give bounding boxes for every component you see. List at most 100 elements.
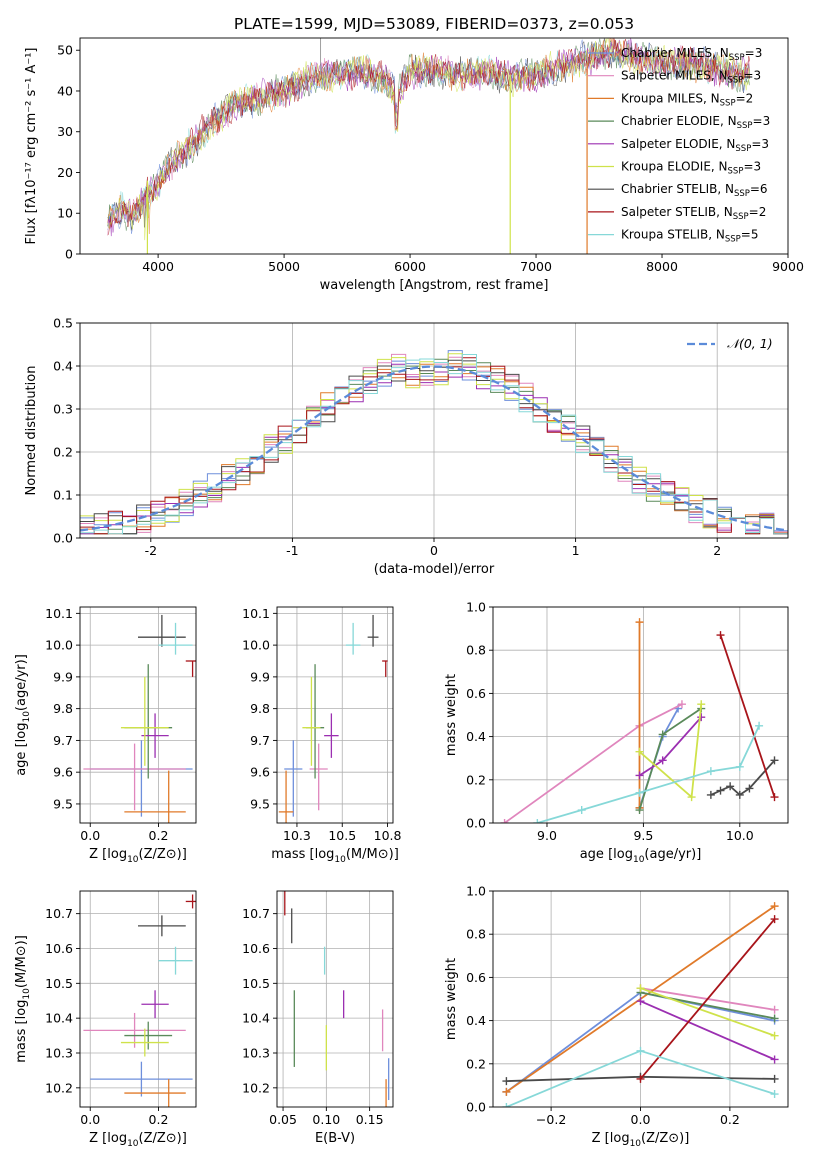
errorbar-kroupa-elodie	[120, 676, 169, 766]
axes-frame: 9.0 9.5 10.0 0.0 0.2 0.4 0.6 0.8 1.0 age [log10(a…	[444, 600, 789, 865]
series-salpeter-elodie	[636, 997, 779, 1064]
y-tick-label: 0.4	[53, 359, 73, 374]
errorbar-kroupa-miles	[278, 770, 294, 823]
point-marker	[636, 1046, 645, 1055]
legend: 𝒩(0, 1)	[687, 336, 773, 351]
x-tick-label: 7000	[520, 259, 552, 274]
legend-label-salpeter-miles: Salpeter MILES, NSSP=3	[621, 69, 761, 86]
point-marker	[697, 713, 706, 722]
point-marker	[635, 806, 644, 815]
axes-border	[79, 890, 197, 1108]
x-tick-label: 9000	[772, 259, 804, 274]
errorbar-kroupa-stelib	[345, 622, 361, 655]
errorbar-kroupa-miles	[124, 770, 186, 823]
series-kroupa-miles	[635, 618, 644, 812]
y-tick-label: 0.2	[53, 445, 73, 460]
point-marker	[706, 790, 715, 799]
errorbar-salpeter-stelib	[382, 660, 388, 677]
y-tick-label: 20	[57, 165, 73, 180]
errorbar-kroupa-elodie	[302, 676, 321, 766]
y-axis-label: age [log10(age/yr)]	[14, 654, 32, 776]
point-marker	[770, 1074, 779, 1083]
point-marker	[770, 1014, 779, 1023]
errorbar-kroupa-miles	[124, 1079, 186, 1107]
errorbar-chabrier-elodie	[124, 664, 173, 779]
x-tick-label: 4000	[142, 259, 174, 274]
legend-label-kroupa-elodie: Kroupa ELODIE, NSSP=3	[621, 160, 761, 177]
axes-frame: 0.0 0.2 10.2 10.3 10.4 10.5 10.6 10.7 Z [log10(Z…	[14, 890, 197, 1149]
spectrum-line-salpeter-miles	[107, 41, 750, 236]
series-kroupa-stelib	[502, 1046, 779, 1107]
clip-group	[80, 350, 788, 538]
point-marker	[687, 793, 696, 802]
series-line	[639, 716, 702, 777]
legend-label-normal: 𝒩(0, 1)	[727, 336, 773, 351]
x-axis-label: (data-model)/error	[374, 562, 495, 577]
series-kroupa-elodie	[635, 700, 706, 802]
y-axis-label: mass weight	[444, 674, 459, 756]
y-tick-label: 0.5	[53, 316, 73, 331]
point-marker	[735, 790, 744, 799]
point-marker	[577, 806, 586, 815]
normal-reference-curve	[80, 365, 788, 532]
series-line	[640, 987, 775, 1037]
y-tick-label: 10.7	[242, 906, 270, 921]
y-tick-label: 40	[57, 83, 73, 98]
y-tick-label: 10	[57, 206, 73, 221]
x-tick-label: 0.0	[80, 828, 100, 843]
point-marker	[635, 618, 644, 627]
clip-group	[500, 618, 779, 823]
y-tick-label: 1.0	[466, 884, 486, 899]
errorbar-chabrier-stelib	[367, 614, 379, 647]
errorbar-chabrier-stelib	[138, 614, 186, 647]
y-tick-label: 10.0	[45, 638, 73, 653]
y-tick-label: 1.0	[466, 600, 486, 615]
legend-label-kroupa-stelib: Kroupa STELIB, NSSP=5	[621, 228, 759, 245]
series-chabrier-stelib	[706, 756, 779, 799]
y-tick-label: 10.7	[45, 906, 73, 921]
y-tick-label: 10.0	[242, 638, 270, 653]
point-marker	[636, 997, 645, 1006]
point-marker	[635, 771, 644, 780]
x-tick-label: 0.2	[149, 1112, 169, 1127]
y-axis-label: Flux [fλ10⁻¹⁷ erg cm⁻² s⁻¹ A⁻¹]	[24, 48, 39, 245]
panel-residuals: -2 -1 0 1 2 0.0 0.1 0.2 0.3 0.4 0.5 (data-model)/er…	[24, 316, 789, 577]
axes-border	[276, 890, 394, 1108]
legend-label-kroupa-miles: Kroupa MILES, NSSP=2	[621, 91, 753, 108]
y-tick-label: 0.0	[466, 1100, 486, 1115]
x-tick-label: 2	[713, 543, 721, 558]
panel-age_vs_Z: 0.0 0.2 9.5 9.6 9.7 9.8 9.9 10.0 10.1 Z [log10(Z/…	[14, 606, 197, 865]
y-tick-label: 0.6	[466, 686, 486, 701]
y-tick-label: 10.2	[242, 1080, 270, 1095]
clip-group	[83, 614, 196, 823]
axes-border	[276, 606, 394, 824]
axes-frame: 0.05 0.10 0.15 10.2 10.3 10.4 10.5 10.6 10.7 E(B-…	[242, 890, 394, 1146]
errorbar-salpeter-stelib	[185, 894, 196, 909]
y-tick-label: 9.9	[53, 669, 73, 684]
y-tick-label: 0.0	[466, 816, 486, 831]
clip-group	[278, 614, 388, 823]
y-tick-label: 10.1	[45, 606, 73, 621]
point-marker	[677, 700, 686, 709]
plot-area	[83, 614, 196, 823]
y-tick-label: 10.5	[242, 976, 270, 991]
y-axis-label: Normed distribution	[24, 366, 39, 496]
legend-label-chabrier-elodie: Chabrier ELODIE, NSSP=3	[621, 114, 770, 131]
series-line	[710, 759, 776, 797]
y-tick-label: 9.5	[53, 796, 73, 811]
point-marker	[726, 782, 735, 791]
errorbar-salpeter-elodie	[141, 990, 169, 1019]
point-marker	[716, 631, 725, 640]
y-tick-label: 10.4	[45, 1011, 73, 1026]
y-tick-label: 10.3	[242, 1046, 270, 1061]
axes-border	[79, 606, 197, 824]
point-marker	[770, 902, 779, 911]
axes-frame: 0.0 0.2 9.5 9.6 9.7 9.8 9.9 10.0 10.1 Z [log10(Z/…	[14, 606, 197, 865]
x-tick-label: 0.2	[149, 828, 169, 843]
x-axis-label: Z [log10(Z/Z⊙)]	[89, 847, 187, 865]
x-tick-label: 5000	[268, 259, 300, 274]
series-salpeter-stelib	[636, 915, 779, 1083]
y-tick-label: 9.5	[250, 796, 270, 811]
y-tick-label: 0.4	[466, 1013, 486, 1028]
y-tick-label: 10.5	[45, 976, 73, 991]
